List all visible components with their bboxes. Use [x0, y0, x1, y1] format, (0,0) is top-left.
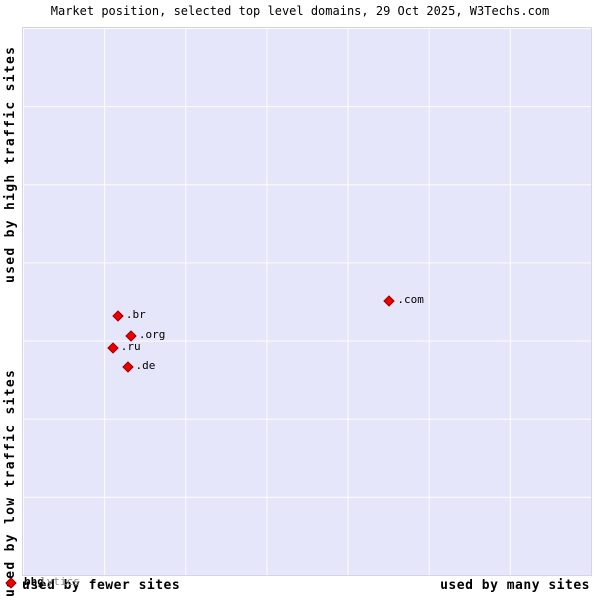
data-point-label: .br: [125, 307, 146, 321]
diamond-marker-icon: [5, 577, 17, 589]
origin-cluster-label-secondary: lytics: [40, 575, 80, 588]
origin-cluster-label-primary: bhg: [24, 575, 44, 588]
x-axis-label-fewer-sites: used by fewer sites: [22, 578, 181, 593]
x-axis-label-many-sites: used by many sites: [440, 578, 590, 593]
data-point-label: .ru: [120, 339, 141, 353]
diamond-marker-icon: [112, 310, 124, 322]
data-point-origin-cluster: bhg lytics: [5, 575, 127, 591]
y-axis-label-low-traffic: used by low traffic sites: [3, 368, 18, 597]
y-axis-label-high-traffic: used by high traffic sites: [3, 45, 18, 283]
plot-area: .com .br .org .ru .de: [22, 27, 592, 576]
chart-title: Market position, selected top level doma…: [50, 4, 550, 18]
data-point-label: .org: [138, 327, 166, 341]
data-point-label: .com: [397, 292, 424, 306]
diamond-marker-icon: [121, 360, 134, 373]
diamond-marker-icon: [107, 342, 119, 354]
data-point-label: .de: [135, 358, 156, 372]
diamond-marker-icon: [383, 295, 396, 307]
